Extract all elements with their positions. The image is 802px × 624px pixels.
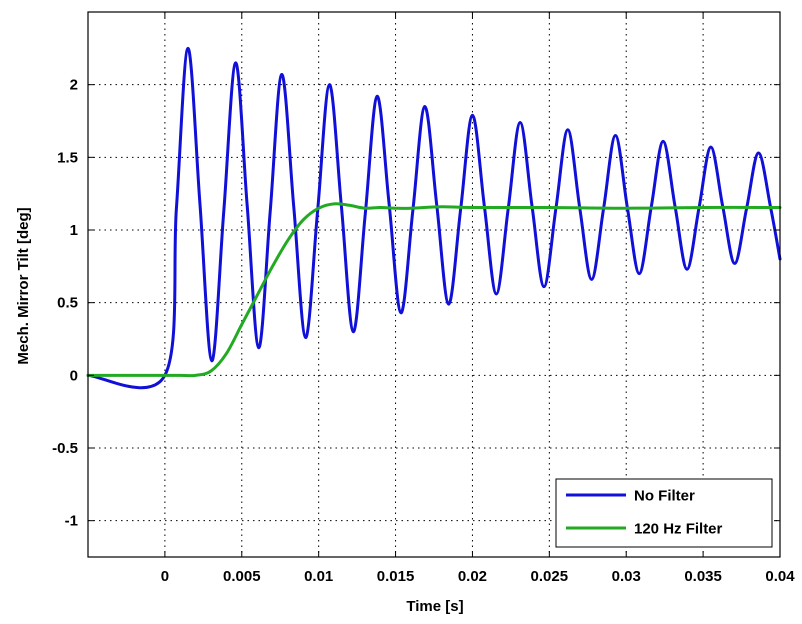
y-tick-label: 2 xyxy=(70,77,78,94)
x-tick-label: 0.005 xyxy=(223,568,261,585)
series-line-120-hz-filter xyxy=(86,202,782,378)
y-tick-label: -0.5 xyxy=(52,440,78,457)
legend: No Filter 120 Hz Filter xyxy=(555,478,773,548)
y-tick-label: 1 xyxy=(70,222,78,239)
x-tick-label: 0.015 xyxy=(377,568,415,585)
y-tick-label: 0 xyxy=(70,367,78,384)
x-tick-label: 0.02 xyxy=(458,568,487,585)
x-tick-label: 0.025 xyxy=(531,568,569,585)
x-tick-label: 0.03 xyxy=(612,568,641,585)
legend-box xyxy=(555,478,773,548)
y-axis-tick-labels: -1 -0.5 0 0.5 1 1.5 2 xyxy=(52,77,78,530)
x-tick-label: 0.01 xyxy=(304,568,333,585)
legend-label-120hz-filter: 120 Hz Filter xyxy=(634,521,723,538)
y-tick-label: 0.5 xyxy=(57,295,78,312)
x-tick-label: 0 xyxy=(161,568,169,585)
y-tick-label: 1.5 xyxy=(57,149,78,166)
legend-label-no-filter: No Filter xyxy=(634,488,695,505)
axis-ticks xyxy=(88,12,781,557)
plot-frame xyxy=(87,11,781,558)
series-line-no-filter xyxy=(86,46,782,390)
y-axis-label: Mech. Mirror Tilt [deg] xyxy=(15,207,32,364)
x-tick-label: 0.04 xyxy=(765,568,795,585)
y-tick-label: -1 xyxy=(65,513,78,530)
series-lines xyxy=(86,46,782,390)
x-tick-label: 0.035 xyxy=(684,568,722,585)
x-axis-label: Time [s] xyxy=(406,598,463,615)
x-axis-tick-labels: 0 0.005 0.01 0.015 0.02 0.025 0.03 0.035 0.04 xyxy=(161,568,796,585)
